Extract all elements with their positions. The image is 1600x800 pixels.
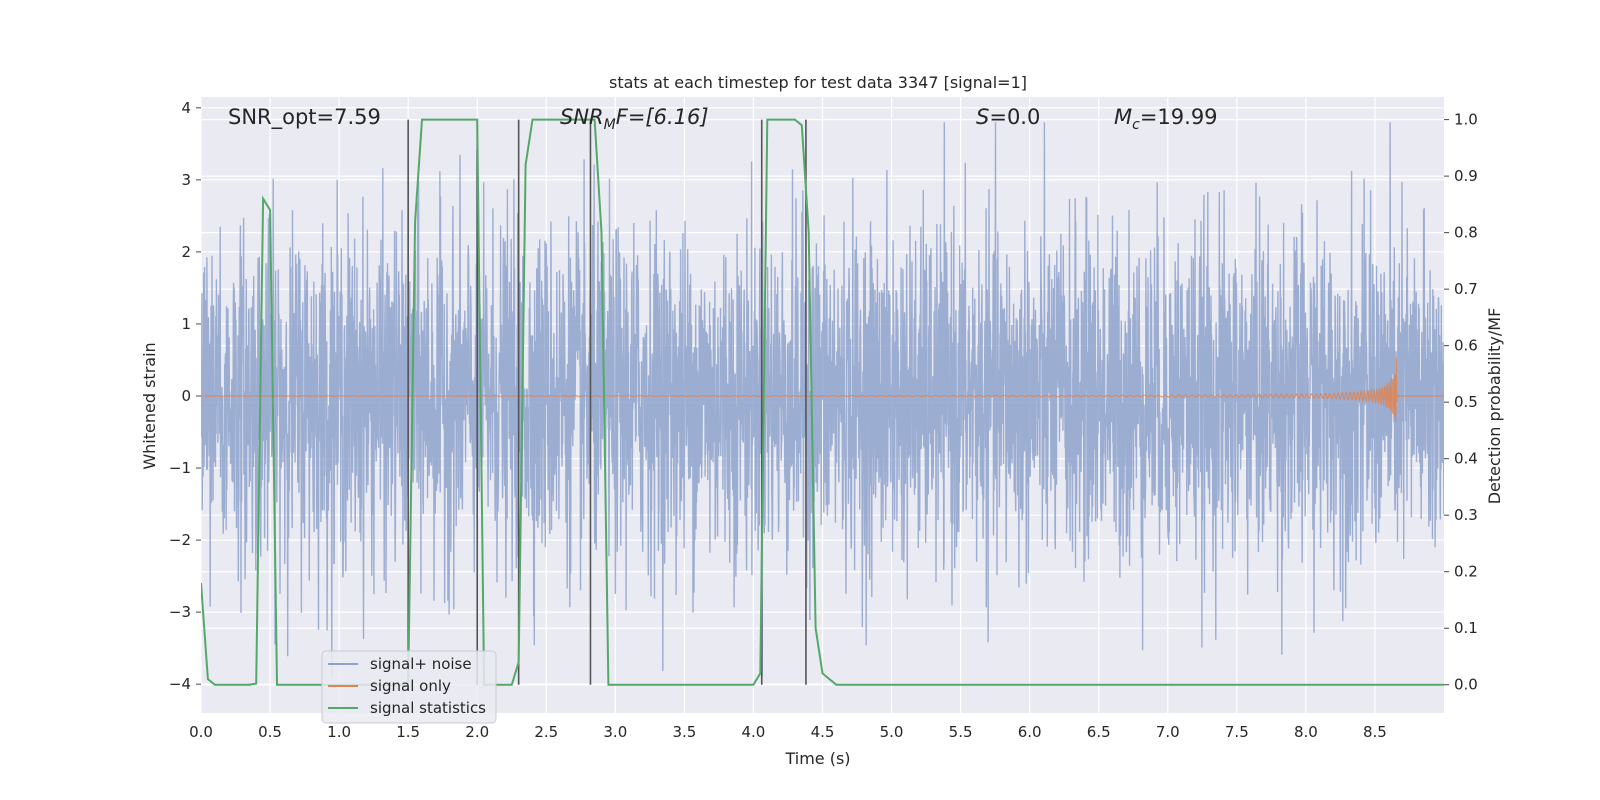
right-y-tick-label: 0.4 (1454, 450, 1478, 468)
y-tick-label: −4 (169, 675, 191, 693)
x-tick-label: 5.5 (949, 723, 973, 741)
s-annotation: S=0.0 (976, 105, 1040, 129)
x-axis-label: Time (s) (784, 749, 850, 768)
right-y-axis-ticks: 1.0 0.9 0.8 0.7 0.6 0.5 0.4 0.3 0.2 0.1 0.0 (1444, 111, 1478, 694)
right-y-tick-label: 0.7 (1454, 280, 1478, 298)
x-axis-ticks: 0.0 0.5 1.0 1.5 2.0 2.5 3.0 3.5 4.0 4.5 5.0 5.5 6.0 6… (189, 723, 1387, 741)
s-symbol: S (976, 105, 989, 129)
snr-mf-annotation: SNRMF=[6.16] (560, 105, 709, 133)
x-tick-label: 3.0 (603, 723, 627, 741)
mc-value: =19.99 (1140, 105, 1218, 129)
x-tick-label: 0.0 (189, 723, 213, 741)
x-tick-label: 6.5 (1087, 723, 1111, 741)
legend-entry-noise: signal+ noise (370, 655, 472, 673)
y-tick-label: −1 (169, 459, 191, 477)
s-value: =0.0 (989, 105, 1040, 129)
mc-subscript: c (1132, 117, 1140, 133)
y-tick-label: −3 (169, 603, 191, 621)
right-y-tick-label: 0.6 (1454, 337, 1478, 355)
x-tick-label: 7.0 (1156, 723, 1180, 741)
signal-statistics-series (201, 118, 1444, 686)
mc-symbol: M (1114, 105, 1132, 129)
x-tick-label: 3.5 (672, 723, 696, 741)
x-tick-label: 8.0 (1294, 723, 1318, 741)
y-tick-label: 4 (181, 99, 191, 117)
right-y-tick-label: 0.3 (1454, 506, 1478, 524)
y-tick-label: 2 (181, 243, 191, 261)
x-tick-label: 4.5 (811, 723, 835, 741)
y-axis-label: Whitened strain (140, 342, 159, 469)
right-y-tick-label: 0.2 (1454, 563, 1478, 581)
y-axis-ticks: 4 3 2 1 0 −1 −2 −3 −4 (169, 99, 201, 693)
right-y-tick-label: 0.1 (1454, 619, 1478, 637)
chart-legend: signal+ noise signal only signal statist… (321, 650, 497, 724)
right-y-tick-label: 0.8 (1454, 224, 1478, 242)
legend-entry-stats: signal statistics (370, 699, 486, 717)
x-tick-label: 0.5 (258, 723, 282, 741)
x-tick-label: 2.5 (534, 723, 558, 741)
right-y-tick-label: 1.0 (1454, 111, 1478, 129)
y-tick-label: 3 (181, 171, 191, 189)
x-tick-label: 2.0 (465, 723, 489, 741)
y-tick-label: −2 (169, 531, 191, 549)
stats-line (201, 118, 1444, 686)
legend-entry-signal: signal only (370, 677, 451, 695)
snr-mf-subscript: M (604, 117, 616, 133)
right-y-axis-label: Detection probability/MF (1485, 308, 1504, 505)
vertical-marker-lines (407, 119, 807, 685)
snr-mf-symbol: SNR (560, 105, 604, 129)
x-tick-label: 8.5 (1363, 723, 1387, 741)
x-tick-label: 7.5 (1225, 723, 1249, 741)
right-y-tick-label: 0.0 (1454, 676, 1478, 694)
snr-opt-annotation: SNR_opt=7.59 (228, 105, 381, 130)
x-tick-label: 5.0 (880, 723, 904, 741)
legend-box (321, 650, 497, 724)
right-y-tick-label: 0.5 (1454, 393, 1478, 411)
x-tick-label: 1.5 (396, 723, 420, 741)
x-tick-label: 6.0 (1018, 723, 1042, 741)
x-tick-label: 4.0 (742, 723, 766, 741)
chart-title: stats at each timestep for test data 334… (609, 73, 1027, 92)
y-tick-label: 1 (181, 315, 191, 333)
x-tick-label: 1.0 (327, 723, 351, 741)
snr-mf-value: F=[6.16] (616, 105, 709, 129)
right-y-tick-label: 0.9 (1454, 167, 1478, 185)
mc-annotation: Mc=19.99 (1114, 105, 1218, 133)
y-tick-label: 0 (181, 387, 191, 405)
